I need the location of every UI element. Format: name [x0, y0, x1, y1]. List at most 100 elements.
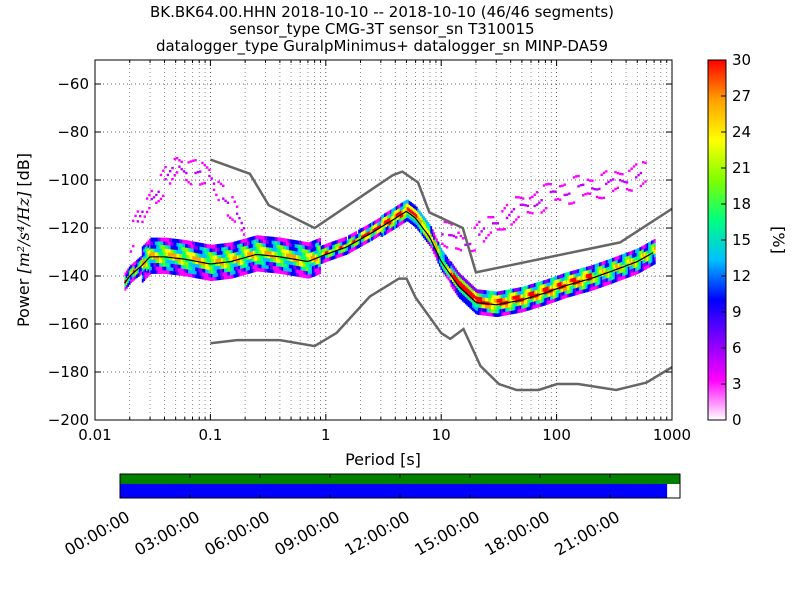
heatmap-cell	[221, 247, 223, 252]
heatmap-outlier-cell	[168, 169, 172, 173]
heatmap-cell	[606, 267, 609, 272]
heatmap-cell	[518, 287, 521, 292]
heatmap-cell	[326, 243, 329, 248]
heatmap-cell	[549, 281, 552, 286]
heatmap-cell	[395, 220, 398, 225]
heatmap-cell	[519, 305, 522, 310]
heatmap-cell	[374, 235, 376, 239]
heatmap-cell	[597, 280, 600, 285]
heatmap-cell	[385, 212, 388, 217]
heatmap-cell	[262, 261, 265, 265]
heatmap-cell	[140, 266, 143, 271]
heatmap-cell	[300, 262, 303, 267]
heatmap-cell	[252, 243, 255, 248]
heatmap-outlier-cell	[616, 186, 620, 189]
heatmap-cell	[512, 295, 515, 300]
heatmap-cell	[392, 218, 395, 223]
heatmap-cell	[617, 262, 620, 267]
heatmap-cell	[640, 267, 643, 272]
heatmap-cell	[412, 218, 415, 223]
heatmap-cell	[352, 247, 355, 252]
heatmap-cell	[309, 252, 311, 257]
heatmap-cell	[232, 270, 235, 275]
heatmap-outlier-cell	[138, 215, 142, 218]
heatmap-cell	[382, 217, 385, 222]
heatmap-cell	[239, 247, 242, 251]
heatmap-cell	[254, 253, 257, 258]
heatmap-cell	[147, 261, 150, 266]
heatmap-cell	[650, 254, 653, 259]
heatmap-cell	[476, 292, 479, 297]
heatmap-outlier-cell	[618, 172, 622, 176]
heatmap-cell	[535, 304, 538, 309]
heatmap-cell	[242, 264, 245, 269]
heatmap-cell	[172, 249, 174, 254]
chart-title-line-1: BK.BK64.00.HHN 2018-10-10 -- 2018-10-10 …	[150, 3, 614, 21]
heatmap-cell	[267, 250, 270, 255]
heatmap-cell	[639, 250, 642, 255]
heatmap-cell	[208, 255, 210, 260]
heatmap-cell	[236, 265, 239, 270]
heatmap-cell	[320, 249, 323, 254]
heatmap-cell	[212, 244, 215, 249]
heatmap-cell	[545, 293, 548, 298]
heatmap-cell	[172, 260, 174, 264]
heatmap-outlier-cell	[455, 236, 458, 239]
heatmap-cell	[212, 255, 215, 260]
heatmap-cell	[578, 286, 581, 291]
heatmap-cell	[404, 207, 407, 212]
heatmap-cell	[221, 257, 223, 262]
heatmap-cell	[316, 253, 319, 258]
heatmap-cell	[219, 254, 222, 259]
heatmap-cell	[261, 235, 264, 240]
heatmap-cell	[273, 258, 275, 263]
heatmap-cell	[200, 264, 203, 269]
heatmap-cell	[319, 266, 322, 271]
heatmap-cell	[355, 242, 358, 246]
heatmap-cell	[216, 276, 219, 281]
heatmap-cell	[212, 276, 215, 281]
heatmap-cell	[249, 244, 252, 249]
heatmap-outlier-cell	[584, 192, 587, 196]
heatmap-cell	[402, 208, 405, 213]
heatmap-cell	[138, 264, 141, 269]
heatmap-cell	[226, 250, 229, 254]
heatmap-cell	[470, 291, 473, 296]
heatmap-cell	[399, 214, 402, 219]
heatmap-cell	[511, 288, 513, 293]
heatmap-cell	[443, 256, 446, 261]
heatmap-cell	[382, 224, 385, 229]
heatmap-cell	[193, 252, 196, 257]
heatmap-outlier-cell	[563, 193, 566, 197]
heatmap-cell	[477, 307, 480, 312]
heatmap-cell	[649, 259, 652, 264]
heatmap-cell	[186, 240, 189, 245]
heatmap-cell	[627, 273, 630, 278]
heatmap-outlier-cell	[503, 207, 506, 210]
heatmap-cell	[474, 288, 477, 293]
heatmap-cell	[401, 202, 404, 207]
heatmap-cell	[547, 286, 549, 291]
heatmap-cell	[176, 267, 179, 272]
heatmap-cell	[489, 308, 492, 313]
heatmap-cell	[258, 246, 261, 251]
x-tick-label: 0.01	[78, 426, 111, 444]
heatmap-cell	[160, 266, 163, 271]
heatmap-cell	[150, 270, 153, 274]
heatmap-cell	[200, 268, 203, 273]
heatmap-cell	[568, 289, 571, 294]
heatmap-cell	[614, 256, 617, 261]
heatmap-cell	[590, 287, 593, 291]
heatmap-cell	[433, 239, 435, 244]
heatmap-cell	[384, 216, 386, 221]
heatmap-outlier-cell	[182, 170, 186, 173]
y-axis-label-prefix: Power	[14, 274, 33, 327]
heatmap-cell	[466, 290, 469, 295]
heatmap-cell	[141, 271, 144, 276]
heatmap-cell	[343, 244, 346, 249]
heatmap-cell	[529, 284, 532, 289]
heatmap-cell	[456, 280, 459, 285]
heatmap-cell	[314, 257, 317, 262]
heatmap-cell	[490, 305, 493, 310]
heatmap-cell	[284, 245, 287, 250]
